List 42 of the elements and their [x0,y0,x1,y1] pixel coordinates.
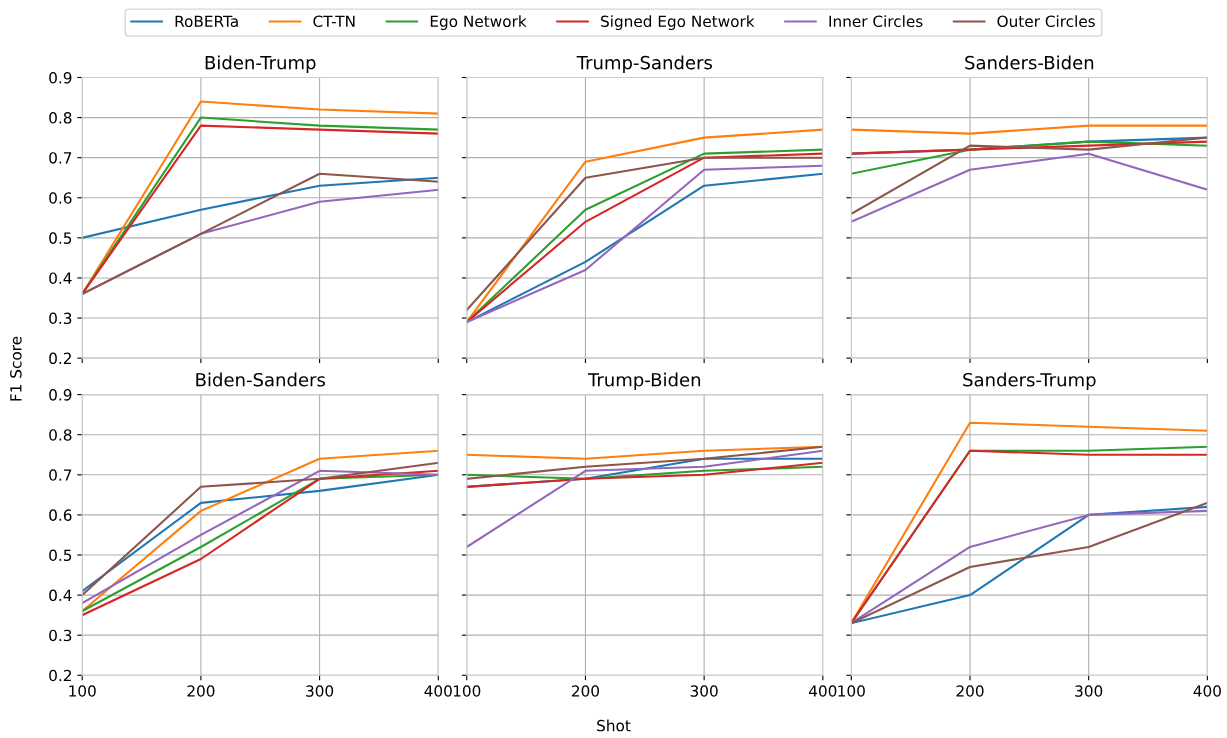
y-axis-title: F1 Score [10,336,22,401]
legend-label: RoBERTa [175,15,238,28]
y-tick-label: 0.4 [49,272,72,284]
x-tick-label: 400 [1193,685,1221,697]
y-tick-label: 0.2 [49,669,71,682]
y-tick-label: 0.9 [49,71,72,84]
legend-label: Signed Ego Network [601,15,755,31]
legend-label: Outer Circles [997,15,1095,28]
y-tick-label: 0.4 [49,589,72,602]
chart-title: Biden-Trump [205,55,316,73]
x-tick-label: 400 [424,685,452,697]
y-tick-label: 0.7 [49,469,72,481]
chart-title: Sanders-Trump [963,372,1096,391]
y-tick-label: 0.9 [49,389,72,401]
x-tick-label: 200 [956,685,984,697]
x-tick-label: 200 [187,685,215,697]
y-tick-label: 0.5 [49,549,72,562]
y-tick-label: 0.8 [49,429,72,441]
y-tick-label: 0.6 [49,192,72,204]
x-tick-label: 300 [690,685,718,697]
x-tick-label: 300 [306,685,334,697]
legend-label: CT-TN [313,15,355,28]
y-tick-label: 0.3 [49,312,72,325]
chart-title: Biden-Sanders [196,372,326,387]
x-axis-title: Shot [597,719,631,732]
x-tick-label: 300 [1075,685,1103,697]
chart-title: Sanders-Biden [965,55,1094,70]
x-tick-label: 200 [571,685,600,697]
x-tick-label: 400 [808,685,837,697]
y-tick-label: 0.6 [49,509,72,521]
y-tick-label: 0.8 [49,112,72,124]
y-tick-label: 0.5 [49,232,72,244]
chart-title: Trump-Sanders [576,55,712,73]
legend-label: Ego Network [430,15,527,31]
x-tick-label: 100 [69,685,96,697]
x-tick-label: 100 [453,685,481,697]
legend-label: Inner Circles [829,15,923,28]
y-tick-label: 0.2 [49,352,71,365]
y-tick-label: 0.3 [49,629,72,642]
y-tick-label: 0.7 [49,152,72,164]
chart-title: Trump-Biden [587,372,701,391]
x-tick-label: 100 [838,685,865,697]
